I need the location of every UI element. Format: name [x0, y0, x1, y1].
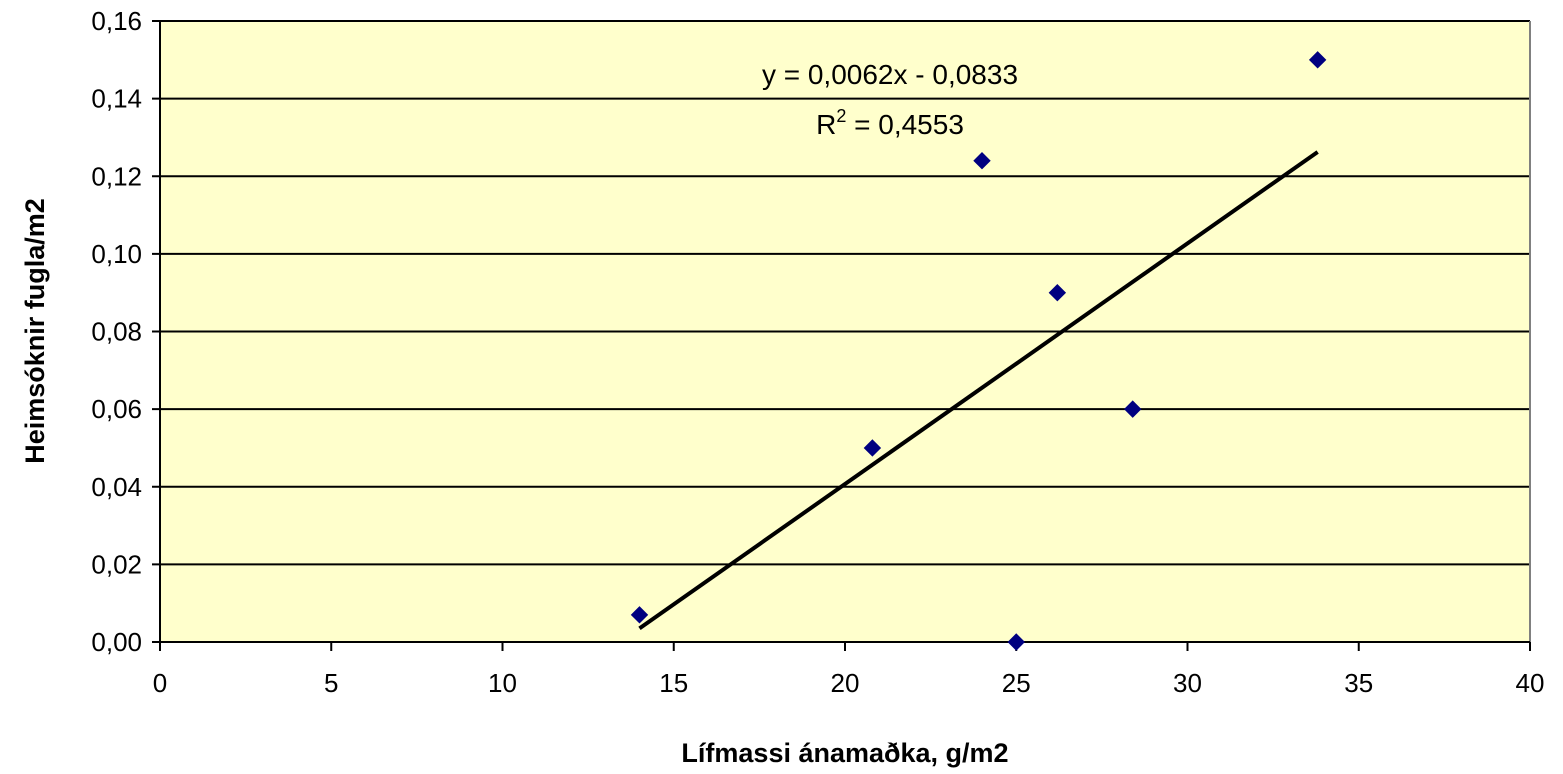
x-tick-label: 40: [1516, 668, 1545, 698]
x-tick-label: 10: [488, 668, 517, 698]
x-tick-label: 35: [1344, 668, 1373, 698]
data-point: [1048, 283, 1067, 302]
trendline-group: [638, 150, 1319, 631]
trendline-equation: y = 0,0062x - 0,0833: [762, 59, 1018, 90]
axes: 0,00 0,02 0,04 0,06 0,08 0,10 0,12 0,14 0,16 0 5 10…: [91, 6, 1544, 698]
x-tick-label: 5: [324, 668, 338, 698]
data-point: [1123, 400, 1142, 418]
x-tick-label: 0: [153, 668, 167, 698]
y-axis-title: Heimsóknir fugla/m2: [20, 198, 50, 464]
gridlines: [160, 20, 1530, 566]
x-axis-title: Lífmassi ánamaðka, g/m2: [681, 738, 1008, 768]
data-point: [863, 439, 882, 457]
x-tick-label: 25: [1002, 668, 1031, 698]
data-point: [973, 152, 991, 170]
y-tick-label: 0,00: [91, 627, 142, 657]
r2-value: = 0,4553: [846, 109, 964, 140]
y-tick-label: 0,10: [91, 239, 142, 269]
y-tick-label: 0,02: [91, 549, 142, 579]
y-tick-label: 0,14: [91, 84, 142, 114]
x-tick-label: 30: [1173, 668, 1202, 698]
y-tick-label: 0,16: [91, 6, 142, 36]
y-tick-label: 0,12: [91, 161, 142, 191]
r2-superscript: 2: [836, 106, 846, 126]
x-tick-label: 15: [659, 668, 688, 698]
data-point: [630, 606, 649, 624]
trendline: [638, 150, 1319, 631]
data-point: [1308, 51, 1327, 69]
y-tick-label: 0,08: [91, 317, 142, 347]
y-tick-label: 0,06: [91, 394, 142, 424]
x-tick-label: 20: [831, 668, 860, 698]
y-tick-label: 0,04: [91, 472, 142, 502]
data-points: [630, 51, 1327, 651]
data-point: [1007, 633, 1025, 651]
r2-prefix: R: [816, 109, 836, 140]
trendline-r-squared: R2 = 0,4553: [816, 106, 964, 140]
